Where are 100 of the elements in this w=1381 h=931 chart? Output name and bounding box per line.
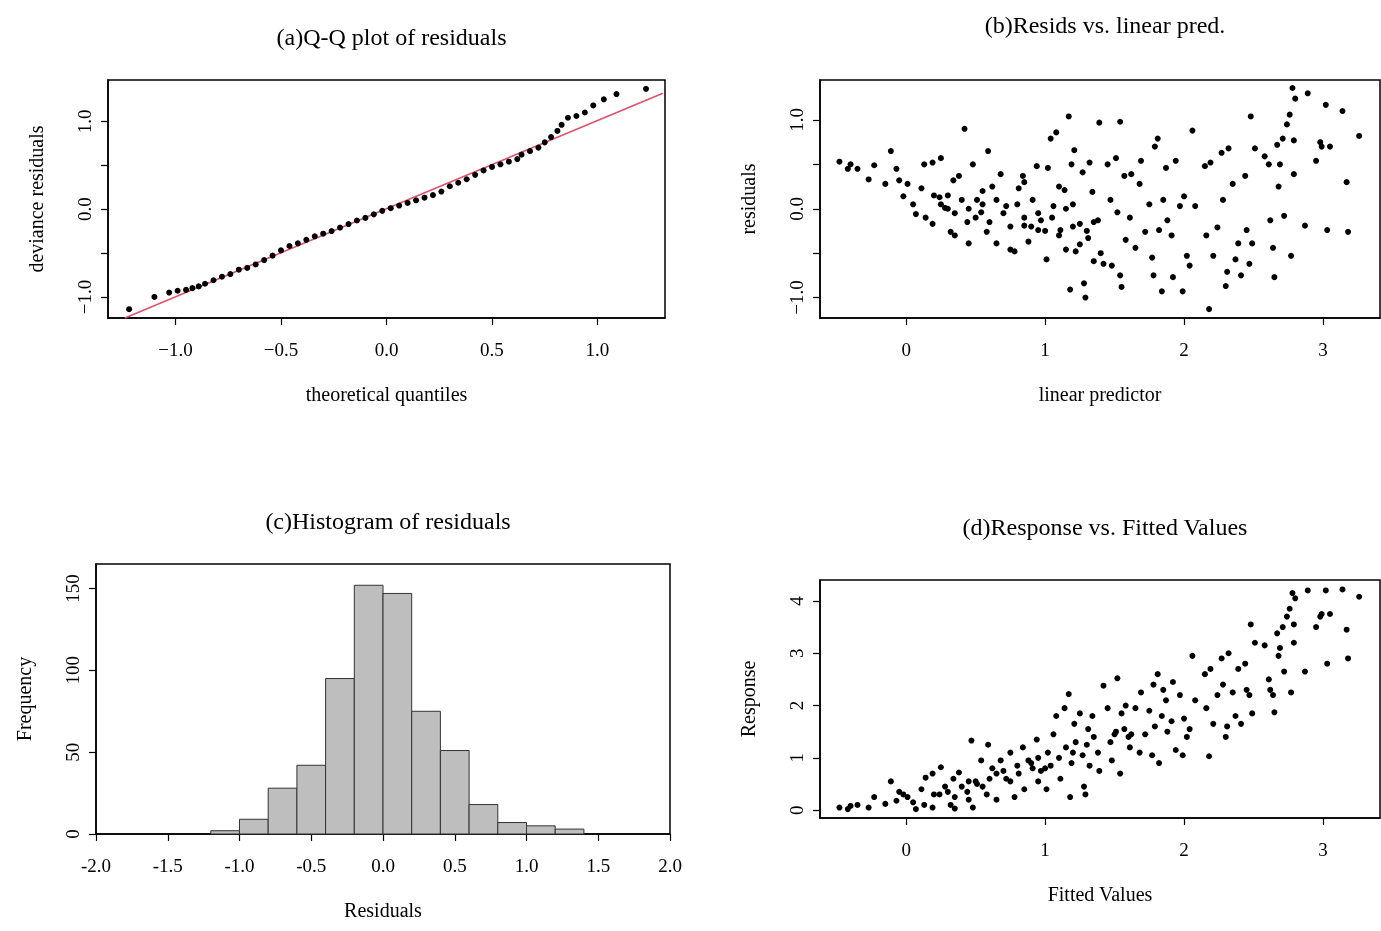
point [590,102,597,109]
point [311,233,318,240]
point [643,85,650,92]
y-tick-label: 1.0 [786,108,807,132]
point [370,211,377,218]
y-tick-label: 0.0 [74,197,95,221]
x-tick-label: 2 [1179,339,1189,360]
point [573,113,580,120]
point [463,176,470,183]
point [413,197,420,204]
point [294,240,301,247]
x-tick-label: 3 [1318,839,1328,860]
x-tick-label: 3 [1318,339,1328,360]
point [564,114,571,121]
x-tick-label: -1.5 [152,855,183,876]
point [126,306,133,313]
y-axis-title: Response [737,660,760,738]
x-tick-label: 0.0 [371,855,395,876]
point [429,192,436,199]
y-tick-label: 1 [786,753,807,763]
x-tick-label: -1.0 [224,855,255,876]
x-tick-label: 0 [901,839,911,860]
point [183,286,190,293]
point [269,252,276,259]
x-tick-label: 0.0 [374,339,399,360]
point [210,277,217,284]
point [362,214,369,221]
y-axis-title: deviance residuals [25,125,47,273]
x-axis-title: linear predictor [1038,383,1162,406]
y-tick-label: 2 [786,700,807,711]
point [535,144,542,151]
point [480,167,487,174]
x-axis-title: Fitted Values [1047,883,1153,905]
x-tick-label: 1 [1040,839,1050,860]
point [541,139,548,146]
point [174,287,181,294]
x-tick-label: −0.5 [263,339,299,360]
y-axis-title: residuals [737,163,759,235]
y-tick-label: 0 [62,829,83,839]
point [189,285,196,292]
x-tick-label: 1.0 [585,339,610,360]
y-tick-label: 3 [786,648,807,658]
chart-title: (a)Q-Q plot of residuals [276,24,507,50]
point [455,179,462,186]
point [337,224,344,231]
y-tick-label: 1.0 [74,109,95,134]
point [286,242,293,249]
x-tick-label: 1.0 [514,855,539,876]
point [252,261,259,268]
x-tick-label: 0.5 [442,855,467,876]
x-tick-label: -2.0 [80,855,112,876]
point [303,236,310,243]
point [497,161,504,168]
point [151,293,158,300]
point [554,127,561,134]
point [235,266,242,273]
point [379,207,386,214]
point [278,247,285,254]
point [581,109,588,116]
point [353,217,360,224]
point [489,163,495,170]
x-axis-title: theoretical quantiles [305,383,468,406]
chart-title: (c)Histogram of residuals [265,508,511,534]
point [261,257,268,264]
point [345,221,352,228]
y-tick-label: 50 [62,742,83,762]
point [202,280,209,287]
point [472,171,479,178]
point [227,271,234,278]
point [600,96,607,103]
point [387,205,394,212]
point [446,183,453,190]
point [613,91,620,98]
point [320,230,327,237]
point [166,289,173,296]
y-tick-label: 150 [62,574,83,603]
y-tick-label: 4 [786,595,807,606]
y-axis-title: Frequency [13,656,36,742]
point [526,148,533,155]
chart-title: (b)Resids vs. linear pred. [984,12,1226,38]
x-tick-label: 1 [1040,339,1050,360]
x-tick-label: -0.5 [296,855,327,876]
x-tick-label: 2 [1179,839,1189,860]
x-axis-title: Residuals [344,899,423,921]
x-tick-label: 2.0 [658,855,682,876]
point [244,264,251,271]
y-tick-label: 100 [62,656,83,685]
chart-title: (d)Response vs. Fitted Values [962,514,1248,540]
y-tick-label: −1.0 [786,280,807,315]
point [514,156,521,163]
x-tick-label: −1.0 [158,339,193,360]
y-tick-label: 0.0 [786,196,807,221]
y-tick-label: 0 [786,805,807,815]
point [558,121,565,128]
x-tick-label: 1.5 [586,855,611,876]
point [328,228,335,235]
point [404,199,411,206]
y-tick-label: −1.0 [74,279,95,315]
point [548,134,555,141]
point [505,158,512,165]
